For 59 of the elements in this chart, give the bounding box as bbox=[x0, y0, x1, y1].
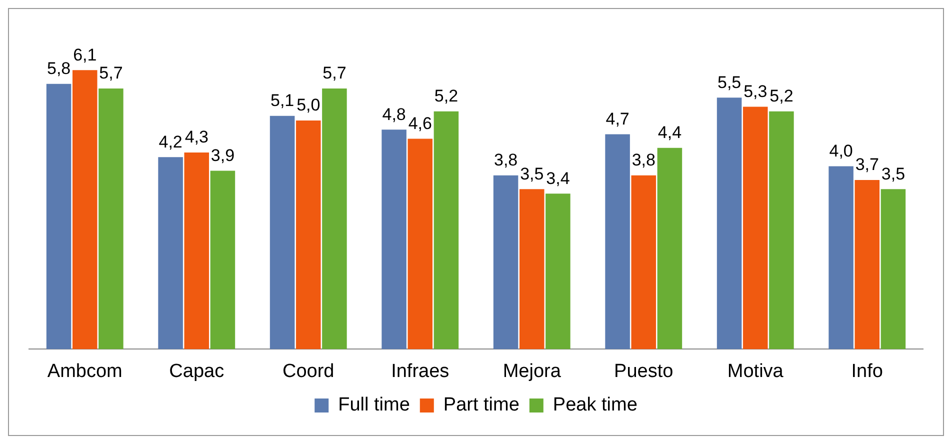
bar bbox=[519, 189, 544, 350]
data-label: 6,1 bbox=[73, 45, 97, 64]
data-label: 3,9 bbox=[210, 146, 235, 165]
data-label: 3,5 bbox=[520, 164, 544, 184]
data-label: 4,4 bbox=[658, 123, 682, 142]
data-label: 5,3 bbox=[744, 82, 768, 101]
bar bbox=[296, 120, 321, 350]
data-label: 3,7 bbox=[855, 155, 879, 174]
bar bbox=[434, 111, 459, 350]
data-label: 4,2 bbox=[158, 132, 182, 152]
data-label: 5,0 bbox=[296, 96, 320, 115]
data-label: 4,3 bbox=[184, 128, 208, 147]
bar bbox=[210, 170, 236, 350]
bar bbox=[605, 134, 630, 350]
bar bbox=[46, 84, 72, 350]
data-label: 5,5 bbox=[717, 72, 742, 92]
x-tick-label: Infraes bbox=[391, 360, 450, 382]
bar bbox=[880, 189, 906, 350]
data-label: 3,5 bbox=[881, 164, 906, 184]
data-label: 5,8 bbox=[46, 59, 71, 78]
legend-label: Part time bbox=[443, 394, 520, 416]
data-label: 3,8 bbox=[494, 150, 518, 170]
data-label: 5,7 bbox=[99, 64, 123, 83]
x-tick-label: Coord bbox=[282, 360, 334, 382]
bar bbox=[546, 194, 570, 350]
data-label: 5,2 bbox=[770, 86, 794, 106]
data-label: 4,6 bbox=[408, 114, 432, 133]
data-label: 4,0 bbox=[829, 141, 853, 160]
data-label: 5,7 bbox=[322, 64, 346, 83]
bar bbox=[322, 88, 347, 350]
data-label: 5,1 bbox=[270, 91, 294, 110]
x-tick-label: Motiva bbox=[727, 360, 784, 382]
bar bbox=[72, 70, 98, 350]
bar bbox=[493, 175, 518, 350]
legend-label: Peak time bbox=[552, 394, 638, 416]
data-label: 5,2 bbox=[434, 86, 458, 106]
legend-label: Full time bbox=[338, 394, 410, 416]
bar bbox=[631, 175, 656, 350]
bar bbox=[158, 157, 183, 350]
bar bbox=[270, 116, 295, 350]
x-tick-label: Capac bbox=[169, 360, 224, 382]
data-label: 3,8 bbox=[632, 150, 656, 170]
data-label: 4,7 bbox=[606, 109, 630, 128]
data-label: 4,8 bbox=[382, 104, 406, 124]
bar bbox=[716, 98, 742, 350]
x-tick-label: Puesto bbox=[614, 360, 674, 382]
bar bbox=[98, 88, 124, 350]
bar bbox=[854, 180, 880, 350]
data-label: 3,4 bbox=[546, 168, 570, 188]
x-tick-label: Info bbox=[851, 360, 883, 382]
bar bbox=[828, 166, 854, 350]
bar bbox=[184, 152, 210, 350]
bar bbox=[742, 106, 768, 350]
x-tick-label: Ambcom bbox=[47, 360, 122, 382]
bar bbox=[657, 148, 682, 350]
bar bbox=[382, 130, 406, 350]
x-tick-label: Mejora bbox=[502, 360, 562, 382]
bar bbox=[408, 138, 433, 350]
bar bbox=[769, 111, 794, 350]
